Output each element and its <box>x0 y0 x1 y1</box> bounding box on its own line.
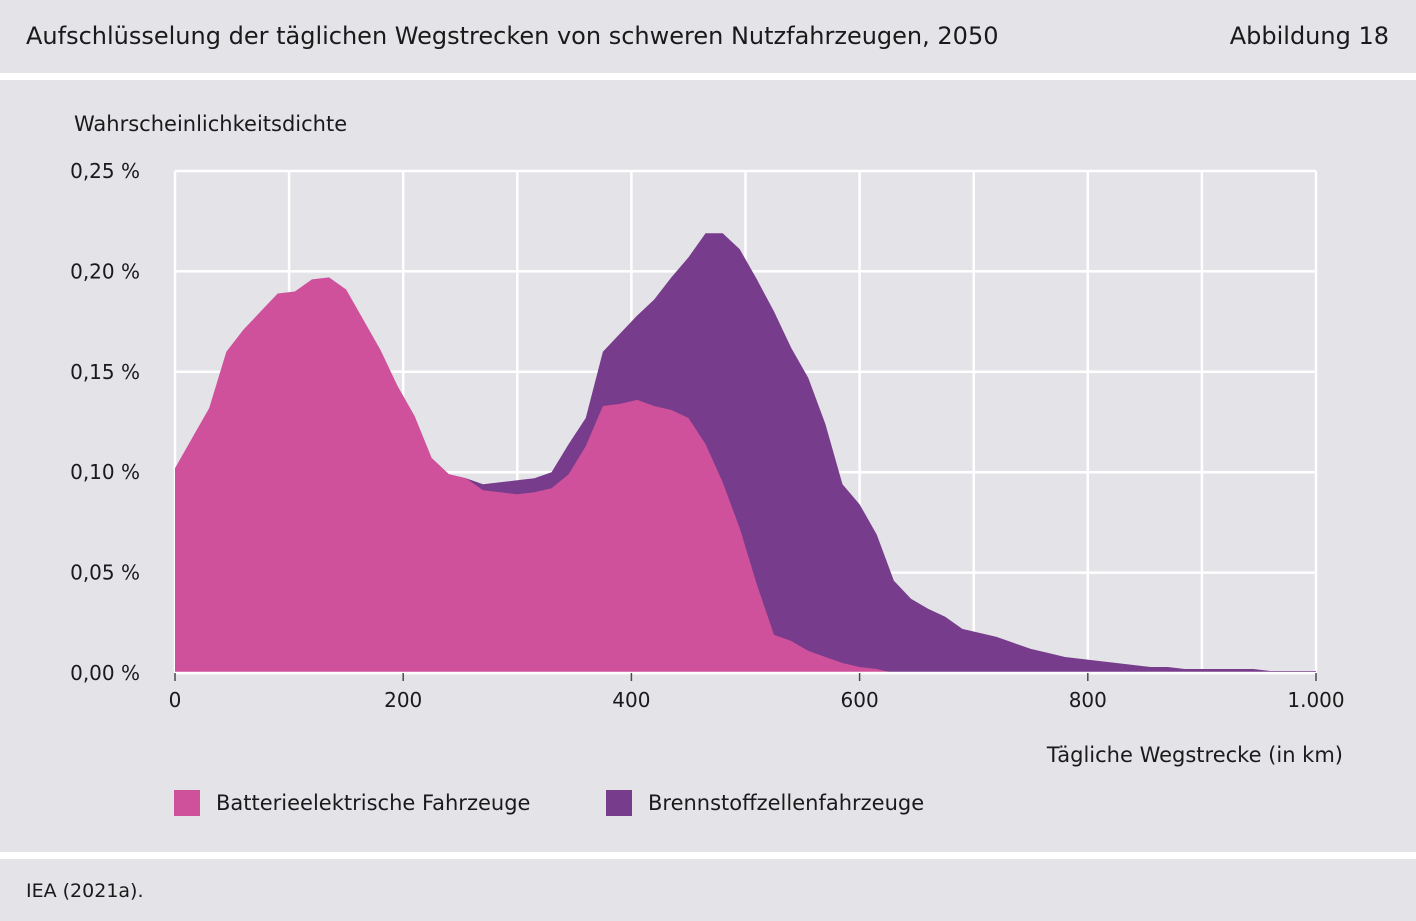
header-band <box>0 0 1416 73</box>
x-tick-label: 200 <box>384 688 422 712</box>
y-tick-label: 0,25 % <box>70 159 140 183</box>
axes: 0,00 % 0,05 % 0,10 % 0,15 % 0,20 % 0,25 % 0 200… <box>70 159 1345 712</box>
series-area-bev <box>175 277 894 673</box>
x-tick-label: 1.000 <box>1287 688 1344 712</box>
x-tick-label: 800 <box>1069 688 1107 712</box>
legend-swatch-bev <box>174 790 200 816</box>
figure-number: Abbildung 18 <box>1229 22 1389 50</box>
x-tick-label: 400 <box>612 688 650 712</box>
figure-title: Aufschlüsselung der täglichen Wegstrecke… <box>26 22 999 50</box>
series-areas <box>175 233 1317 673</box>
x-axis-label: Tägliche Wegstrecke (in km) <box>1046 743 1343 767</box>
footer-band <box>0 859 1416 921</box>
legend-swatch-fcev <box>606 790 632 816</box>
x-tick-label: 600 <box>841 688 879 712</box>
legend-label-bev: Batterieelektrische Fahrzeuge <box>216 791 531 815</box>
y-tick-label: 0,05 % <box>70 561 140 585</box>
y-tick-label: 0,10 % <box>70 460 140 484</box>
source-note: IEA (2021a). <box>26 880 144 902</box>
y-tick-label: 0,20 % <box>70 259 140 283</box>
legend-label-fcev: Brennstoffzellenfahrzeuge <box>648 791 925 815</box>
y-axis-label: Wahrscheinlichkeitsdichte <box>74 112 347 136</box>
y-tick-label: 0,00 % <box>70 661 140 685</box>
y-tick-label: 0,15 % <box>70 360 140 384</box>
x-tick-label: 0 <box>169 688 182 712</box>
